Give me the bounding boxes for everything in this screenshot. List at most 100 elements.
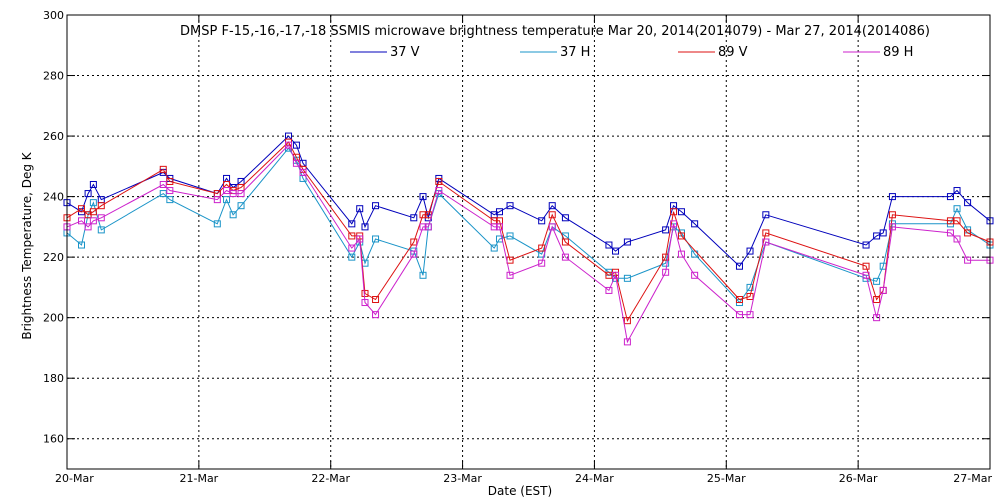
data-point [348, 253, 356, 261]
data-point [746, 311, 754, 319]
grid-lines [67, 15, 990, 469]
data-point [746, 247, 754, 255]
data-point [762, 238, 770, 246]
data-point [538, 244, 546, 252]
y-tick-label: 220 [43, 251, 64, 264]
legend: 37 V 37 H 89 V 89 H [350, 45, 913, 60]
axis-ticks: 160 180 200 220 240 260 280 300 20-Mar 21-Mar 22-M… [43, 9, 992, 485]
y-axis-title: Brightness Temperature, Deg K [20, 151, 34, 339]
data-point [419, 223, 427, 231]
data-point [490, 223, 498, 231]
data-point [746, 292, 754, 300]
legend-item: 89 H [843, 45, 913, 60]
data-point [78, 205, 86, 213]
legend-label: 37 H [560, 45, 590, 60]
data-point [953, 205, 961, 213]
legend-label: 89 V [718, 45, 748, 60]
data-point [605, 271, 613, 279]
data-point [159, 165, 167, 173]
data-point [424, 223, 432, 231]
data-point [953, 187, 961, 195]
data-point [372, 202, 380, 210]
x-tick-label: 27-Mar [953, 472, 992, 485]
data-point [561, 253, 569, 261]
data-point [662, 253, 670, 261]
data-point [623, 317, 631, 325]
data-point [953, 217, 961, 225]
data-point [229, 190, 237, 198]
data-point [419, 211, 427, 219]
data-point [964, 199, 972, 207]
data-point [946, 217, 954, 225]
data-point [292, 141, 300, 149]
x-tick-label: 20-Mar [55, 472, 94, 485]
data-point [612, 247, 620, 255]
data-point [670, 220, 678, 228]
data-point [670, 208, 678, 216]
x-tick-label: 26-Mar [839, 472, 878, 485]
data-point [237, 202, 245, 210]
y-tick-label: 280 [43, 70, 64, 83]
data-point [348, 232, 356, 240]
data-point [964, 229, 972, 237]
data-point [691, 220, 699, 228]
data-point [166, 196, 174, 204]
data-point [372, 296, 380, 304]
data-point [605, 286, 613, 294]
y-tick-label: 180 [43, 372, 64, 385]
data-point [356, 205, 364, 213]
data-point [419, 193, 427, 201]
data-point [862, 271, 870, 279]
data-point [548, 223, 556, 231]
data-point [490, 244, 498, 252]
data-point [356, 235, 364, 243]
data-point [946, 193, 954, 201]
data-point [873, 232, 881, 240]
data-point [506, 232, 514, 240]
data-point [623, 338, 631, 346]
data-point [166, 177, 174, 185]
data-point [862, 241, 870, 249]
data-point [78, 217, 86, 225]
data-point [873, 296, 881, 304]
data-point [89, 199, 97, 207]
data-point [879, 286, 887, 294]
data-point [677, 250, 685, 258]
data-point [548, 202, 556, 210]
data-point [166, 187, 174, 195]
data-point [605, 241, 613, 249]
y-tick-label: 200 [43, 312, 64, 325]
series-89-h [63, 141, 994, 346]
data-point [97, 202, 105, 210]
y-tick-label: 160 [43, 433, 64, 446]
x-tick-label: 24-Mar [575, 472, 614, 485]
data-point [873, 314, 881, 322]
data-point [237, 190, 245, 198]
data-point [561, 238, 569, 246]
data-point [78, 241, 86, 249]
data-point [361, 223, 369, 231]
data-point [223, 196, 231, 204]
data-point [623, 238, 631, 246]
data-point [561, 214, 569, 222]
data-point [213, 196, 221, 204]
plot-frame [66, 14, 991, 470]
y-tick-label: 240 [43, 191, 64, 204]
data-point [223, 187, 231, 195]
data-point [964, 256, 972, 264]
data-point [506, 202, 514, 210]
data-point [495, 223, 503, 231]
data-point [862, 262, 870, 270]
series-line [66, 147, 991, 304]
data-point [762, 229, 770, 237]
data-point [953, 235, 961, 243]
data-point [97, 214, 105, 222]
data-point [946, 229, 954, 237]
data-point [97, 226, 105, 234]
x-tick-label: 25-Mar [707, 472, 746, 485]
data-point [435, 187, 443, 195]
data-point [410, 214, 418, 222]
data-point [677, 232, 685, 240]
